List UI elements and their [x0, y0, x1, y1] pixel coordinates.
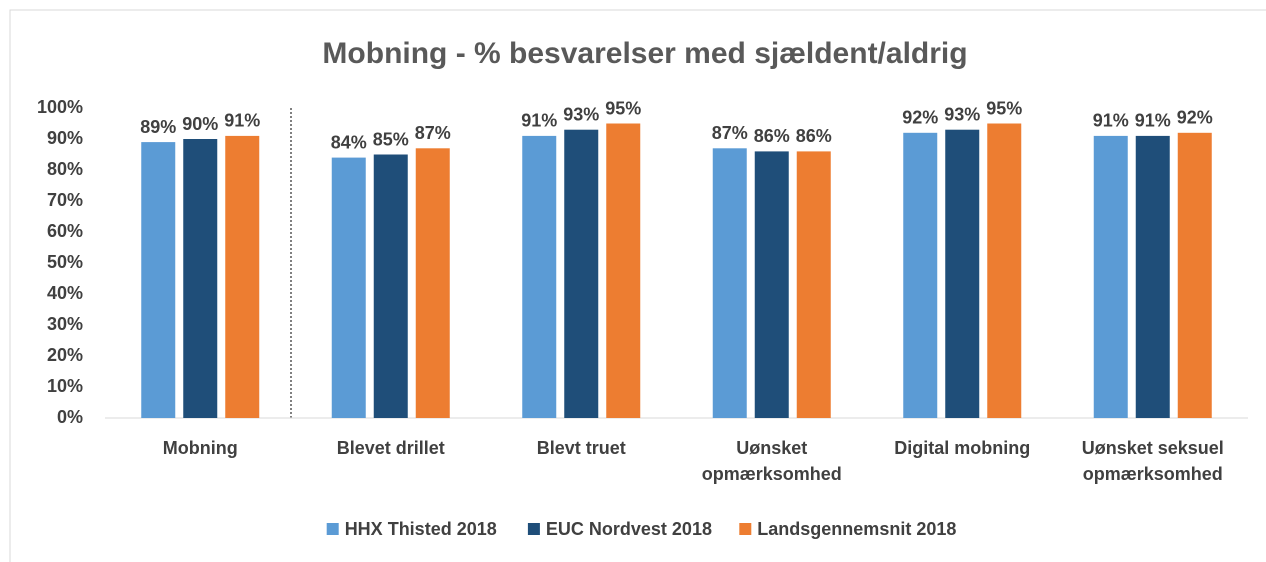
bar [373, 154, 408, 418]
value-label: 93% [563, 104, 599, 124]
bar [415, 148, 450, 419]
x-tick-label: Blevet drillet [336, 438, 445, 458]
bar [1135, 135, 1170, 418]
y-tick-label: 0% [57, 407, 83, 427]
legend-label: EUC Nordvest 2018 [546, 519, 712, 539]
x-tick-label: Mobning [162, 438, 238, 458]
legend-swatch [326, 523, 339, 535]
value-label: 92% [1177, 108, 1213, 128]
bar [754, 151, 789, 418]
y-tick-label: 60% [47, 221, 83, 241]
legend-swatch [527, 523, 540, 535]
y-tick-label: 40% [47, 283, 83, 303]
value-label: 90% [182, 114, 218, 134]
x-tick-label: Digital mobning [894, 438, 1031, 458]
bar [183, 139, 218, 418]
value-label: 89% [140, 117, 176, 137]
y-tick-label: 20% [47, 345, 83, 365]
bar [522, 135, 557, 418]
bar [903, 132, 938, 419]
value-label: 93% [944, 104, 980, 124]
value-label: 91% [224, 111, 260, 131]
chart-title: Mobning - % besvarelser med sjældent/ald… [322, 37, 967, 70]
value-label: 91% [1135, 111, 1171, 131]
value-label: 87% [415, 123, 451, 143]
value-label: 91% [521, 111, 557, 131]
bar [945, 129, 980, 418]
bar [331, 157, 366, 418]
bar [1177, 132, 1212, 419]
x-tick-label: Uønsket opmærksomhed [701, 438, 842, 484]
bar [141, 142, 176, 418]
x-tick-label: Uønsket seksuel opmærksomhed [1081, 438, 1224, 484]
bar [564, 129, 599, 418]
value-label: 95% [986, 98, 1022, 118]
y-tick-label: 10% [47, 376, 83, 396]
legend-label: Landsgennemsnit 2018 [757, 519, 956, 539]
y-tick-label: 30% [47, 314, 83, 334]
bar [1093, 135, 1128, 418]
bar [225, 135, 260, 418]
x-tick-label: Blevt truet [536, 438, 626, 458]
bar [606, 123, 641, 418]
value-label: 85% [373, 129, 409, 149]
value-label: 86% [754, 126, 790, 146]
bar [796, 151, 831, 418]
value-label: 84% [331, 132, 367, 152]
value-label: 95% [605, 98, 641, 118]
y-tick-label: 80% [47, 159, 83, 179]
value-label: 92% [902, 108, 938, 128]
y-tick-label: 50% [47, 252, 83, 272]
bar [712, 148, 747, 419]
y-tick-label: 100% [37, 97, 83, 117]
bar [987, 123, 1022, 418]
y-tick-label: 70% [47, 190, 83, 210]
legend-label: HHX Thisted 2018 [345, 519, 497, 539]
value-label: 91% [1093, 111, 1129, 131]
value-label: 86% [796, 126, 832, 146]
legend-swatch [739, 523, 752, 535]
y-tick-label: 90% [47, 128, 83, 148]
value-label: 87% [712, 123, 748, 143]
